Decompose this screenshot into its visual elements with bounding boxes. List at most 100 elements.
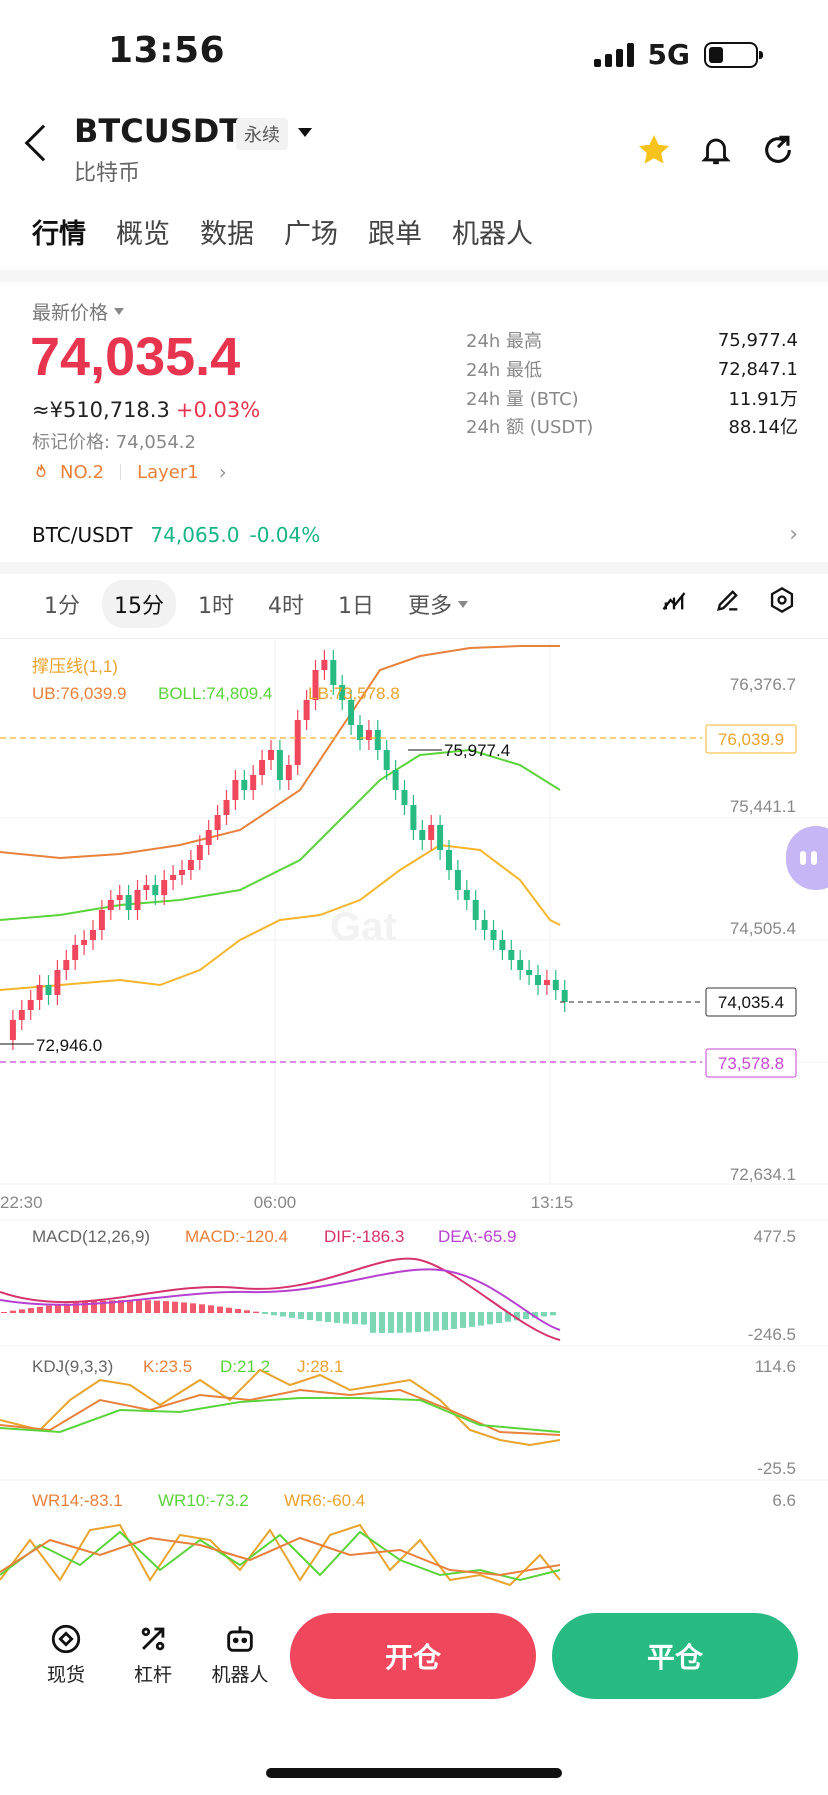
section-divider: [0, 562, 828, 574]
macd-bar: [370, 1312, 376, 1333]
macd-chart: [0, 1257, 561, 1341]
tf-1m[interactable]: 1分: [44, 594, 80, 619]
main-tabs: 行情 概览 数据 广场 跟单 机器人: [32, 212, 533, 251]
macd-bar: [208, 1305, 214, 1313]
tf-4h[interactable]: 4时: [268, 594, 304, 619]
stat-label: 24h 最低: [466, 360, 543, 382]
macd-bar: [352, 1312, 358, 1325]
back-icon[interactable]: [24, 124, 62, 162]
draw-icon[interactable]: [714, 586, 742, 614]
share-icon[interactable]: [758, 130, 798, 170]
candle-body: [241, 780, 248, 790]
cny-price-row: ≈¥510,718.3 +0.03%: [32, 398, 260, 422]
wr6-line: [0, 1523, 561, 1587]
macd-bar: [190, 1303, 196, 1313]
tf-more[interactable]: 更多: [396, 580, 480, 628]
macd-bar: [91, 1301, 97, 1313]
candle-body: [223, 800, 230, 815]
tab-overview[interactable]: 概览: [116, 219, 170, 250]
macd-bar: [100, 1300, 106, 1313]
tab-square[interactable]: 广场: [284, 219, 338, 250]
latest-price-label[interactable]: 最新价格: [32, 298, 125, 325]
stat-value: 72,847.1: [717, 358, 798, 380]
star-icon[interactable]: [634, 130, 674, 170]
macd-bar: [298, 1312, 304, 1320]
nav-spot-label: 现货: [46, 1664, 85, 1686]
candle-body: [552, 980, 559, 990]
price-change: +0.03%: [175, 398, 261, 422]
candle-body: [90, 930, 96, 940]
assistant-float-button[interactable]: [786, 826, 828, 890]
macd-bar: [19, 1309, 25, 1313]
home-indicator[interactable]: [266, 1768, 562, 1778]
indicator-icon[interactable]: [660, 586, 688, 614]
kdj-max: 114.6: [755, 1357, 796, 1376]
network-type: 5G: [647, 38, 690, 71]
kdj-min: -25.5: [757, 1459, 796, 1478]
macd-bar: [235, 1308, 241, 1313]
lb-tag: 73,578.8: [718, 1054, 784, 1073]
ub-tag-box: [705, 724, 797, 754]
symbol-dropdown-icon[interactable]: [298, 128, 312, 137]
kdj-j: J:28.1: [297, 1357, 343, 1376]
macd-bar: [46, 1305, 52, 1313]
macd-min: -246.5: [748, 1325, 796, 1344]
candle-body: [508, 950, 515, 960]
x-tick: 13:15: [531, 1193, 574, 1212]
macd-bar: [37, 1306, 43, 1313]
tf-1h[interactable]: 1时: [198, 594, 234, 619]
symbol-title[interactable]: BTCUSDT: [74, 112, 242, 150]
tab-data[interactable]: 数据: [200, 219, 254, 250]
spot-price: 74,065.0: [150, 522, 240, 547]
last-tag: 74,035.4: [718, 993, 784, 1012]
candle-body: [72, 945, 79, 960]
kdj-chart: [0, 1368, 561, 1447]
tab-copy-trading[interactable]: 跟单: [368, 219, 422, 250]
24h-stats: 24h 最高 75,977.4 24h 最低 72,847.1 24h 量 (BTC…: [466, 326, 798, 441]
macd-bar: [496, 1312, 502, 1324]
watermark-logo: Gat: [330, 905, 397, 949]
candle-body: [454, 870, 461, 890]
macd-bar: [487, 1312, 493, 1325]
kline-chart[interactable]: Gat 撑压线(1,1) UB:76,039.9 BOLL:74,809.4 L…: [0, 640, 828, 1590]
rank-row[interactable]: NO.2 Layer1 ›: [32, 460, 227, 484]
nav-spot[interactable]: 现货: [26, 1622, 106, 1687]
candle-body: [170, 875, 177, 880]
close-position-button[interactable]: 平仓: [552, 1613, 798, 1699]
tab-market[interactable]: 行情: [32, 219, 86, 250]
macd-bar: [514, 1312, 520, 1321]
tab-bots[interactable]: 机器人: [452, 219, 533, 250]
y-tick: 72,634.1: [730, 1165, 796, 1184]
macd-bar: [145, 1300, 151, 1313]
spot-icon: [51, 1624, 81, 1654]
candle-body: [36, 985, 43, 1000]
wr-chart: [0, 1523, 561, 1587]
kdj-d: D:21.2: [220, 1357, 270, 1376]
nav-bot[interactable]: 机器人: [200, 1622, 280, 1687]
macd-bar: [505, 1312, 511, 1322]
tf-1d[interactable]: 1日: [338, 594, 374, 619]
tf-15m[interactable]: 15分: [102, 580, 176, 628]
candle-body: [285, 765, 292, 780]
candle-body: [490, 930, 497, 940]
candle-body: [161, 880, 168, 895]
open-position-button[interactable]: 开仓: [290, 1613, 536, 1699]
macd-bar: [469, 1312, 475, 1327]
settings-icon[interactable]: [768, 586, 796, 614]
macd-bar: [82, 1301, 88, 1313]
caret-down-icon: [458, 600, 469, 608]
candle-body: [374, 730, 381, 750]
bell-icon[interactable]: [696, 130, 736, 170]
macd-bar: [253, 1311, 259, 1313]
status-time: 13:56: [108, 30, 226, 71]
candle-body: [268, 750, 274, 760]
macd-bar: [217, 1306, 223, 1313]
kdj-title: KDJ(9,3,3): [32, 1357, 113, 1376]
nav-margin[interactable]: 杠杆: [113, 1622, 193, 1687]
candle-body: [18, 1010, 25, 1020]
x-tick: 06:00: [254, 1193, 297, 1212]
lb-legend: LB:73,578.8: [308, 684, 400, 703]
spot-pair-row[interactable]: BTC/USDT 74,065.0 -0.04% ›: [32, 522, 798, 547]
nav-bot-label: 机器人: [211, 1664, 269, 1686]
sr-indicator-title: 撑压线(1,1): [32, 657, 118, 676]
